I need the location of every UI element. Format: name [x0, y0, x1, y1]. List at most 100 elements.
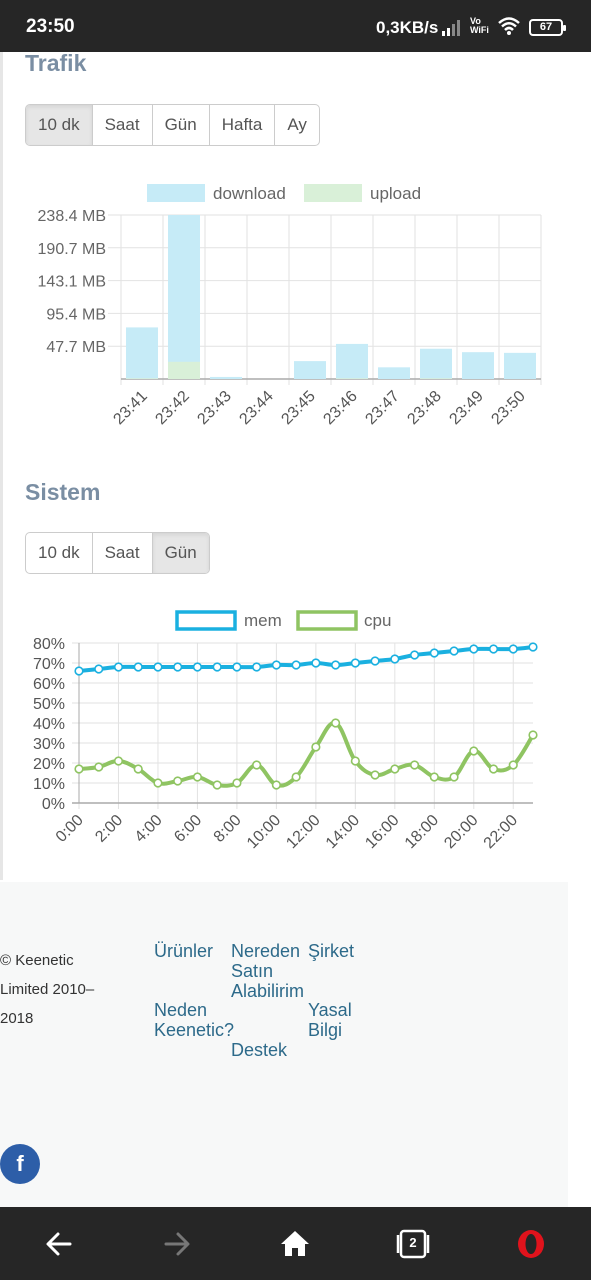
tabs-frame-icon — [396, 1229, 430, 1259]
point-cpu — [488, 764, 499, 774]
legend-mem-label: mem — [244, 611, 282, 630]
traffic-tab-10dk[interactable]: 10 dk — [26, 105, 93, 145]
x-tick-label: 10:00 — [244, 812, 284, 852]
point-mem — [192, 662, 203, 672]
point-mem — [173, 662, 183, 672]
x-tick-label: 23:44 — [236, 388, 276, 428]
point-mem — [390, 654, 400, 664]
tabs-count: 2 — [409, 1235, 417, 1250]
point-mem — [528, 642, 538, 652]
point-cpu — [429, 772, 439, 782]
bar-upload — [126, 378, 158, 379]
point-cpu — [212, 780, 222, 790]
system-tab-saat[interactable]: Saat — [93, 533, 153, 573]
legend-download-label: download — [213, 184, 286, 203]
traffic-tab-ay[interactable]: Ay — [287, 115, 307, 134]
point-mem — [291, 660, 301, 670]
status-bar: 23:50 0,3KB/s Vo WiFi 67 — [0, 0, 591, 52]
footer-link-nereden[interactable]: Nereden Satın Alabilirim — [231, 941, 305, 1001]
point-mem — [271, 660, 281, 670]
footer-link-urunler[interactable]: Ürünler — [154, 941, 214, 961]
system-title: Sistem — [25, 479, 101, 505]
point-mem — [488, 644, 499, 654]
battery-icon: 67 — [529, 19, 566, 36]
legend-cpu-label: cpu — [364, 611, 391, 630]
bar-download — [294, 361, 326, 379]
vowifi-icon: Vo WiFi — [470, 16, 489, 35]
forward-icon[interactable] — [162, 1229, 192, 1259]
traffic-tab-hafta[interactable]: Hafta — [210, 105, 276, 145]
y-tick-label: 190.7 MB — [38, 241, 106, 258]
system-tab-10dk[interactable]: 10 dk — [26, 533, 93, 573]
legend-download-swatch — [147, 184, 205, 202]
point-cpu — [74, 764, 84, 774]
point-cpu — [133, 764, 143, 774]
point-cpu — [271, 780, 281, 790]
point-cpu — [469, 746, 479, 756]
point-cpu — [173, 776, 183, 786]
footer — [0, 882, 568, 1207]
x-tick-label: 8:00 — [211, 812, 245, 846]
x-tick-label: 23:43 — [194, 388, 234, 428]
bar-download — [462, 352, 494, 379]
y-tick-label: 238.4 MB — [38, 208, 106, 225]
series-line-mem — [78, 645, 534, 673]
system-tab-gun[interactable]: Gün — [152, 533, 209, 573]
x-tick-label: 14:00 — [323, 812, 363, 852]
traffic-period-tabs: 10 dk Saat Gün Hafta Ay — [25, 104, 320, 146]
x-tick-label: 23:48 — [404, 388, 444, 428]
x-tick-label: 12:00 — [283, 812, 323, 852]
tabs-icon[interactable]: 2 — [396, 1229, 430, 1259]
system-chart: mem cpu 0% 10% 20% 30% 40% 50% 60% 70% 80% 0:00 2:00… — [33, 610, 538, 852]
opera-menu-icon[interactable] — [516, 1229, 546, 1259]
x-tick-label: 18:00 — [402, 812, 442, 852]
x-tick-label: 23:45 — [278, 388, 318, 428]
back-icon[interactable] — [44, 1229, 74, 1259]
traffic-tab-gun[interactable]: Gün — [153, 105, 210, 145]
point-mem — [508, 644, 518, 654]
footer-link-yasal[interactable]: Yasal Bilgi — [308, 1000, 352, 1040]
bar-download — [336, 343, 368, 379]
wifi-icon — [498, 17, 520, 35]
footer-link-neden[interactable]: Neden Keenetic? — [154, 1000, 235, 1040]
point-mem — [232, 662, 242, 672]
y-tick-label: 20% — [33, 756, 65, 773]
point-cpu — [528, 730, 538, 740]
point-cpu — [252, 760, 262, 770]
left-border — [0, 52, 3, 880]
footer-copyright: © Keenetic Limited 2010– 2018 — [0, 952, 95, 1027]
browser-nav-bar: 2 — [0, 1207, 591, 1280]
x-tick-label: 23:46 — [320, 388, 360, 428]
y-tick-label: 40% — [33, 716, 65, 733]
point-mem — [133, 662, 143, 672]
x-tick-label: 23:41 — [110, 388, 150, 428]
point-mem — [449, 646, 459, 656]
y-tick-label: 47.7 MB — [46, 339, 106, 356]
bar-download — [126, 327, 158, 379]
bar-upload — [168, 361, 200, 379]
home-icon[interactable] — [280, 1229, 310, 1259]
point-mem — [252, 662, 262, 672]
point-mem — [331, 660, 341, 670]
x-tick-label: 23:47 — [362, 388, 402, 428]
bar-download — [504, 352, 536, 379]
point-mem — [429, 648, 439, 658]
point-cpu — [232, 778, 242, 788]
y-tick-label: 60% — [33, 676, 65, 693]
legend-upload-label: upload — [370, 184, 421, 203]
footer-link-destek[interactable]: Destek — [231, 1040, 288, 1060]
legend-cpu-swatch — [296, 610, 358, 631]
point-mem — [370, 656, 380, 666]
footer-link-sirket[interactable]: Şirket — [308, 941, 355, 961]
traffic-title: Trafik — [25, 50, 87, 76]
y-tick-label: 0% — [42, 796, 65, 813]
point-mem — [212, 662, 222, 672]
facebook-icon[interactable]: f — [0, 1144, 40, 1184]
y-tick-label: 70% — [33, 656, 65, 673]
bar-download — [378, 367, 410, 379]
point-cpu — [311, 742, 321, 752]
traffic-tab-saat[interactable]: Saat — [93, 105, 153, 145]
x-tick-label: 22:00 — [481, 812, 521, 852]
point-cpu — [94, 762, 104, 772]
point-cpu — [331, 718, 341, 728]
